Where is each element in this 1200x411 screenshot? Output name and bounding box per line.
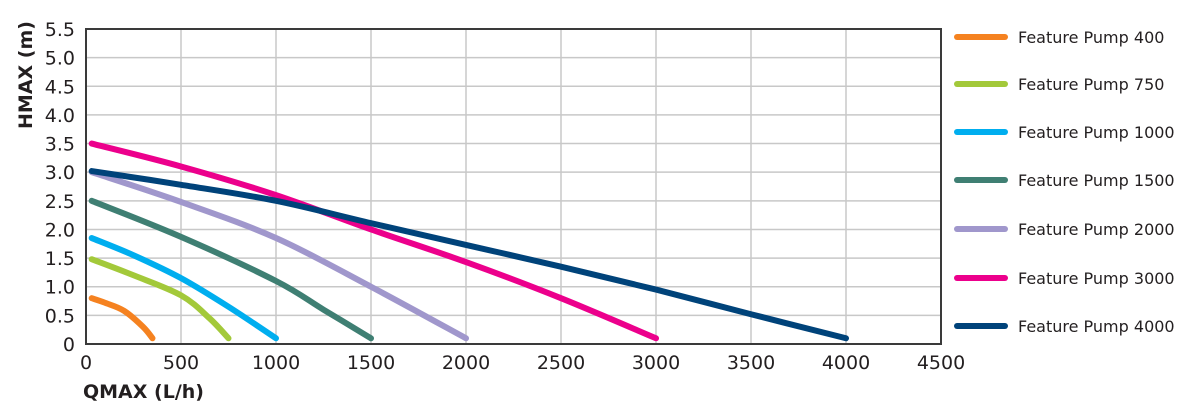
x-tick-label: 3500 bbox=[727, 352, 775, 374]
legend-label: Feature Pump 1500 bbox=[1018, 171, 1175, 190]
series-lines bbox=[88, 140, 849, 342]
plot-frame bbox=[85, 28, 942, 345]
legend-item-feature-pump-2000: Feature Pump 2000 bbox=[954, 220, 1175, 239]
legend-item-feature-pump-3000: Feature Pump 3000 bbox=[954, 269, 1175, 288]
series-feature-pump-750 bbox=[88, 256, 232, 342]
series-feature-pump-1500 bbox=[88, 197, 374, 342]
x-axis-label: QMAX (L/h) bbox=[83, 381, 204, 403]
x-tick-label: 1500 bbox=[347, 352, 395, 374]
series-feature-pump-400 bbox=[88, 295, 156, 342]
y-tick-label: 1.0 bbox=[45, 277, 75, 299]
x-tick-label: 4000 bbox=[822, 352, 870, 374]
x-tick-label: 2500 bbox=[537, 352, 585, 374]
y-tick-label: 3.0 bbox=[45, 162, 75, 184]
legend-item-feature-pump-750: Feature Pump 750 bbox=[954, 75, 1164, 94]
y-tick-label: 4.5 bbox=[45, 76, 75, 98]
y-tick-label: 2.5 bbox=[45, 191, 75, 213]
legend-item-feature-pump-1000: Feature Pump 1000 bbox=[954, 123, 1175, 142]
x-tick-label: 0 bbox=[80, 352, 92, 374]
x-tick-label: 2000 bbox=[442, 352, 490, 374]
y-axis-label: HMAX (m) bbox=[15, 21, 37, 129]
series-feature-pump-1000 bbox=[88, 235, 279, 342]
y-axis-ticks: 0 0.5 1.0 1.5 2.0 2.5 3.0 3.5 4.0 4.5 5.0 5.5 bbox=[45, 19, 75, 356]
y-tick-label: 5.5 bbox=[45, 19, 75, 41]
x-tick-label: 1000 bbox=[252, 352, 300, 374]
legend-label: Feature Pump 1000 bbox=[1018, 123, 1175, 142]
y-tick-label: 1.5 bbox=[45, 248, 75, 270]
x-tick-label: 3000 bbox=[632, 352, 680, 374]
legend-label: Feature Pump 4000 bbox=[1018, 317, 1175, 336]
y-tick-label: 2.0 bbox=[45, 219, 75, 241]
series-feature-pump-4000 bbox=[88, 168, 849, 342]
y-tick-label: 5.0 bbox=[45, 48, 75, 70]
y-tick-label: 4.0 bbox=[45, 105, 75, 127]
legend-label: Feature Pump 3000 bbox=[1018, 269, 1175, 288]
series-feature-pump-3000 bbox=[88, 140, 659, 342]
x-tick-label: 4500 bbox=[917, 352, 965, 374]
legend-item-feature-pump-1500: Feature Pump 1500 bbox=[954, 171, 1175, 190]
series-feature-pump-2000 bbox=[88, 169, 469, 342]
legend-label: Feature Pump 2000 bbox=[1018, 220, 1175, 239]
legend-item-feature-pump-4000: Feature Pump 4000 bbox=[954, 317, 1175, 336]
y-tick-label: 0 bbox=[63, 334, 75, 356]
y-tick-label: 3.5 bbox=[45, 134, 75, 156]
legend: Feature Pump 400 Feature Pump 750 Feature … bbox=[954, 28, 1175, 336]
x-axis-ticks: 0 500 1000 1500 2000 2500 3000 3500 4000 4500 bbox=[80, 352, 965, 374]
y-tick-label: 0.5 bbox=[45, 305, 75, 327]
legend-item-feature-pump-400: Feature Pump 400 bbox=[954, 28, 1164, 47]
legend-label: Feature Pump 400 bbox=[1018, 28, 1164, 47]
x-tick-label: 500 bbox=[163, 352, 199, 374]
legend-label: Feature Pump 750 bbox=[1018, 75, 1164, 94]
